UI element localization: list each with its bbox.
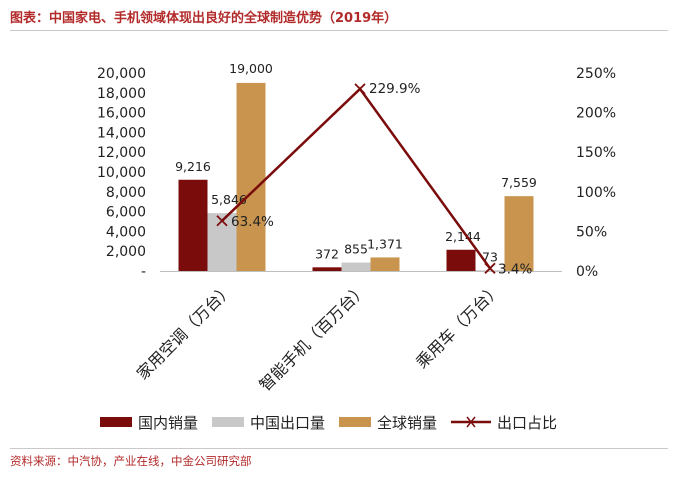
x-category-label: 家用空调（万台） (133, 279, 237, 383)
legend-swatch-china-export (212, 417, 245, 427)
bar (475, 270, 505, 271)
legend-label-china-export: 中国出口量 (250, 413, 326, 432)
line-data-label: 63.4% (231, 214, 274, 230)
y-right-tick-label: 250% (576, 66, 616, 82)
y-left-tick-label: 6,000 (106, 205, 146, 221)
bar (446, 249, 476, 271)
y-left-tick-label: 4,000 (106, 224, 146, 240)
y-left-tick-label: 14,000 (97, 125, 146, 141)
bar-data-label: 855 (344, 242, 368, 257)
legend-swatch-export-share (451, 416, 492, 428)
y-right-tick-label: 100% (576, 185, 616, 201)
bar-data-label: 1,371 (367, 236, 403, 251)
line-data-label: 229.9% (369, 81, 421, 97)
bar-data-label: 372 (315, 246, 339, 261)
bar-data-label: 5,846 (211, 192, 247, 207)
legend-swatch-global (339, 417, 372, 427)
line-marker (484, 262, 496, 274)
bar (178, 179, 208, 271)
y-right-tick-label: 150% (576, 145, 616, 161)
bar (312, 267, 342, 271)
chart-legend: 国内销量 中国出口量 全球销量 出口占比 (100, 412, 571, 432)
y-right-tick-label: 200% (576, 106, 616, 122)
y-left-tick-label: 12,000 (97, 145, 146, 161)
title-divider (10, 30, 668, 31)
bar (236, 82, 266, 272)
bar-data-label: 9,216 (175, 159, 211, 174)
line-marker (216, 215, 228, 227)
bar (370, 257, 400, 271)
bar-data-label: 73 (482, 249, 498, 264)
y-left-tick-label: 16,000 (97, 106, 146, 122)
y-left-tick-label: 8,000 (106, 185, 146, 201)
y-left-tick-label: - (141, 264, 146, 280)
line-data-label: 3.4% (498, 261, 532, 277)
legend-label-export-share: 出口占比 (497, 413, 558, 432)
y-right-tick-label: 0% (576, 264, 598, 280)
y-left-tick-label: 2,000 (106, 244, 146, 260)
bar (207, 213, 237, 271)
x-category-label: 乘用车（万台） (412, 279, 505, 372)
x-category-label: 智能手机（百万台） (256, 279, 371, 394)
legend-label-domestic: 国内销量 (138, 413, 199, 432)
legend-item-china-export: 中国出口量 (212, 412, 325, 433)
bar-data-label: 7,559 (501, 175, 537, 190)
y-left-tick-label: 10,000 (97, 165, 146, 181)
combo-chart: - 2,000 4,000 6,000 8,000 10,000 12,000 14,000 1… (97, 61, 616, 395)
figure-title: 图表：中国家电、手机领域体现出良好的全球制造优势（2019年） (10, 11, 398, 26)
bar (341, 262, 371, 271)
legend-item-global: 全球销量 (339, 412, 437, 433)
source-note: 资料来源：中汽协，产业在线，中金公司研究部 (10, 454, 252, 468)
bar (504, 196, 534, 271)
legend-item-export-share: 出口占比 (451, 412, 557, 433)
y-left-tick-label: 18,000 (97, 86, 146, 102)
bar-data-label: 2,144 (445, 229, 481, 244)
bar-data-label: 19,000 (229, 61, 273, 76)
line-marker (354, 83, 366, 95)
legend-item-domestic: 国内销量 (100, 412, 198, 433)
legend-label-global: 全球销量 (377, 413, 438, 432)
legend-swatch-domestic (100, 417, 132, 427)
y-left-tick-label: 20,000 (97, 66, 146, 82)
source-divider (10, 448, 668, 449)
y-right-tick-label: 50% (576, 224, 607, 240)
